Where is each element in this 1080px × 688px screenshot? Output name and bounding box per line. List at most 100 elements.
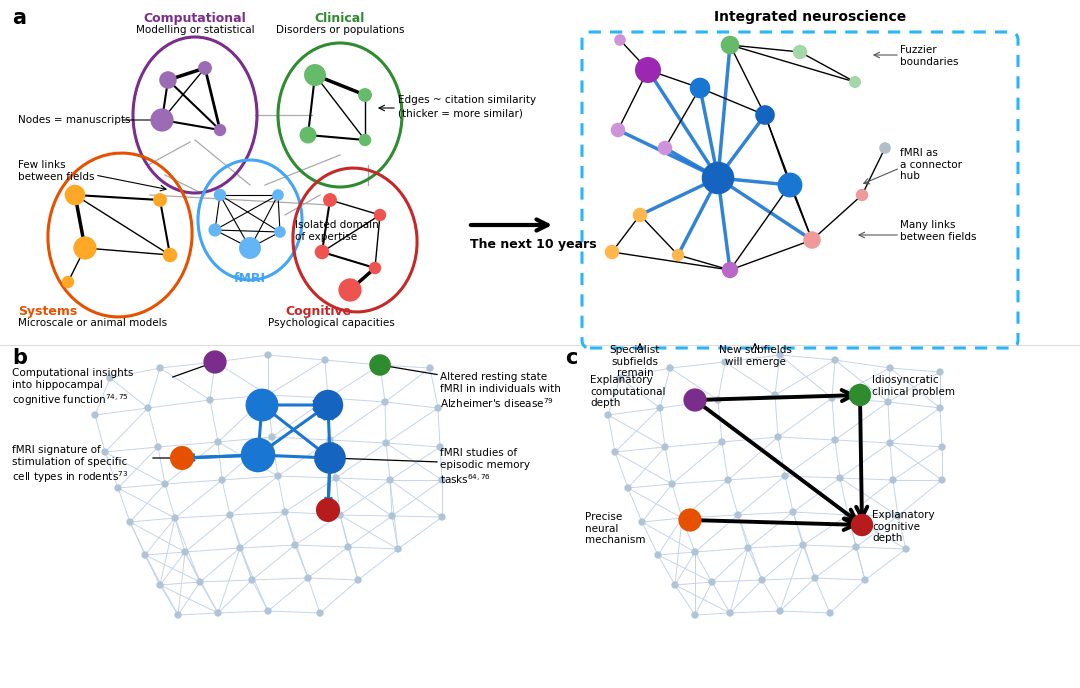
- Point: [356, 134, 374, 145]
- Point: [804, 235, 821, 246]
- Text: Computational: Computational: [144, 12, 246, 25]
- Point: [807, 572, 824, 583]
- Point: [681, 515, 699, 526]
- Point: [377, 438, 394, 449]
- Text: a: a: [12, 8, 26, 28]
- Text: Many links
between fields: Many links between fields: [900, 220, 976, 241]
- Point: [276, 506, 294, 517]
- Text: fMRI studies of
episodic memory
tasks$^{64,76}$: fMRI studies of episodic memory tasks$^{…: [440, 448, 530, 486]
- Text: fMRI as
a connector
hub: fMRI as a connector hub: [900, 148, 962, 181]
- Point: [307, 69, 324, 80]
- Point: [719, 475, 737, 486]
- Text: between fields: between fields: [18, 172, 95, 182]
- Point: [599, 409, 617, 420]
- Point: [839, 510, 856, 521]
- Point: [313, 246, 330, 257]
- Point: [881, 363, 899, 374]
- Point: [714, 436, 731, 447]
- Point: [59, 277, 77, 288]
- Point: [853, 189, 870, 200]
- Text: Specialist
subfields
remain: Specialist subfields remain: [610, 345, 660, 378]
- Point: [769, 431, 786, 442]
- Point: [931, 402, 948, 413]
- Text: fMRI: fMRI: [234, 272, 266, 285]
- Point: [784, 506, 801, 517]
- Point: [848, 541, 865, 552]
- Point: [259, 350, 276, 361]
- Text: b: b: [12, 348, 27, 368]
- Point: [756, 109, 773, 120]
- Text: Fuzzier
boundaries: Fuzzier boundaries: [900, 45, 959, 67]
- Point: [372, 360, 389, 371]
- Point: [879, 396, 896, 407]
- Point: [771, 605, 788, 616]
- Point: [670, 250, 687, 261]
- Point: [166, 513, 184, 524]
- Point: [299, 129, 316, 140]
- Point: [210, 436, 227, 447]
- Point: [102, 372, 119, 383]
- Point: [176, 546, 193, 557]
- Point: [316, 354, 334, 365]
- Text: Precise
neural
mechanism: Precise neural mechanism: [585, 512, 646, 545]
- Point: [231, 543, 248, 554]
- Point: [881, 438, 899, 449]
- Point: [431, 442, 448, 453]
- Point: [311, 608, 328, 619]
- Point: [691, 83, 708, 94]
- Point: [661, 363, 678, 374]
- Point: [632, 209, 649, 220]
- Point: [96, 447, 113, 458]
- Point: [619, 482, 636, 493]
- Point: [823, 392, 840, 403]
- Point: [433, 475, 450, 486]
- Point: [160, 74, 177, 85]
- Point: [847, 76, 864, 87]
- Point: [151, 363, 168, 374]
- Point: [349, 574, 366, 585]
- Point: [86, 409, 104, 420]
- Point: [221, 510, 239, 521]
- Point: [703, 577, 720, 588]
- Point: [356, 89, 374, 100]
- Text: Altered resting state
fMRI in individuals with
Alzheimer's disease$^{79}$: Altered resting state fMRI in individual…: [440, 372, 561, 410]
- Point: [254, 400, 271, 411]
- Text: Psychological capacities: Psychological capacities: [268, 318, 395, 328]
- Point: [269, 471, 286, 482]
- Point: [421, 363, 438, 374]
- Point: [206, 356, 224, 367]
- Point: [77, 242, 94, 253]
- Point: [729, 510, 746, 521]
- Point: [716, 356, 733, 367]
- Point: [264, 431, 281, 442]
- Point: [212, 125, 229, 136]
- Point: [832, 473, 849, 484]
- Point: [381, 475, 399, 486]
- Point: [249, 449, 267, 460]
- Point: [327, 473, 345, 484]
- Point: [897, 544, 915, 555]
- Point: [320, 504, 337, 515]
- Point: [853, 519, 870, 530]
- Point: [889, 510, 906, 522]
- Point: [170, 610, 187, 621]
- Point: [933, 475, 950, 486]
- Point: [826, 354, 843, 365]
- Point: [657, 142, 674, 153]
- Text: Cognitive: Cognitive: [285, 305, 351, 318]
- Point: [666, 579, 684, 590]
- Point: [322, 195, 339, 206]
- Point: [673, 513, 690, 524]
- Text: c: c: [565, 348, 578, 368]
- Point: [341, 285, 359, 296]
- Point: [851, 389, 868, 400]
- Point: [383, 510, 401, 522]
- Point: [206, 224, 224, 235]
- Point: [214, 475, 231, 486]
- Point: [271, 226, 288, 237]
- Point: [649, 550, 666, 561]
- Point: [372, 360, 389, 371]
- Point: [826, 435, 843, 446]
- Point: [609, 125, 626, 136]
- Point: [320, 400, 337, 411]
